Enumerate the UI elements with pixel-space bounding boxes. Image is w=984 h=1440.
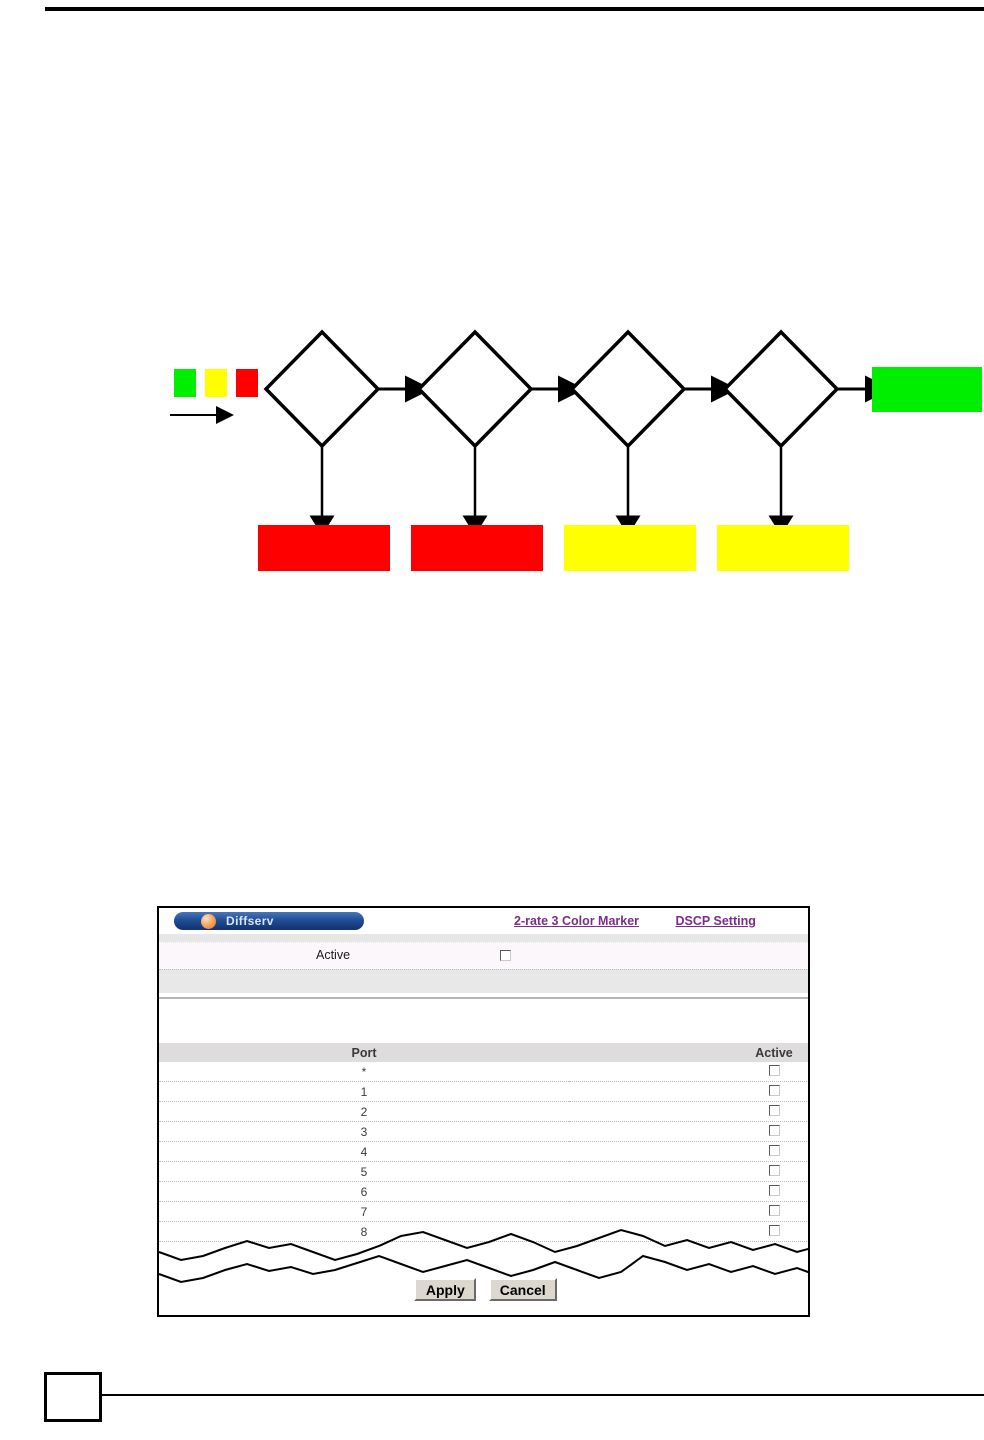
flow-diagram-figure	[0, 300, 984, 600]
row-active-checkbox[interactable]	[768, 1184, 780, 1196]
table-row: 6	[159, 1181, 808, 1202]
section-gap	[159, 999, 808, 1043]
page-number-box	[44, 1372, 102, 1422]
sphere-icon	[201, 914, 216, 929]
panel-button-bar: Apply Cancel	[159, 1278, 808, 1311]
port-table: Port Active * 1 2 3 4 5 6 7 8	[159, 1043, 808, 1242]
header-separator	[159, 934, 808, 943]
cell-active	[569, 1141, 808, 1162]
table-row: 4	[159, 1141, 808, 1162]
diffserv-config-panel: Diffserv 2-rate 3 Color Marker DSCP Sett…	[157, 906, 810, 1317]
panel-title: Diffserv	[226, 914, 274, 928]
decision-4	[722, 329, 840, 449]
decision-3	[569, 329, 687, 449]
green-chip	[174, 369, 196, 397]
row-active-checkbox[interactable]	[768, 1144, 780, 1156]
row-active-checkbox[interactable]	[768, 1064, 780, 1076]
cell-port: *	[159, 1062, 569, 1082]
cell-port: 3	[159, 1121, 569, 1142]
row-active-checkbox[interactable]	[768, 1204, 780, 1216]
red-chip	[236, 369, 258, 397]
table-row: *	[159, 1062, 808, 1082]
cell-active	[569, 1101, 808, 1122]
table-header-row: Port Active	[159, 1043, 808, 1062]
cell-active	[569, 1161, 808, 1182]
row-divider	[159, 969, 808, 977]
link-dscp-setting[interactable]: DSCP Setting	[675, 914, 756, 928]
row-active-checkbox[interactable]	[768, 1104, 780, 1116]
table-row: 5	[159, 1161, 808, 1182]
decision-1	[263, 329, 381, 449]
cell-active	[569, 1121, 808, 1142]
diffserv-logo-pill: Diffserv	[174, 912, 364, 930]
panel-header-links: 2-rate 3 Color Marker DSCP Setting	[514, 912, 788, 930]
table-row: 3	[159, 1121, 808, 1142]
section-rule	[159, 993, 808, 999]
decision-2	[416, 329, 534, 449]
active-setting-row: Active	[159, 943, 808, 969]
table-row: 2	[159, 1101, 808, 1122]
cell-port: 6	[159, 1181, 569, 1202]
column-header-active: Active	[569, 1043, 808, 1062]
row-active-checkbox[interactable]	[768, 1164, 780, 1176]
outcome-box-3	[564, 525, 696, 571]
row-active-checkbox[interactable]	[768, 1124, 780, 1136]
cell-port: 8	[159, 1221, 569, 1242]
cell-port: 1	[159, 1081, 569, 1102]
outcome-box-1	[258, 525, 390, 571]
panel-header: Diffserv 2-rate 3 Color Marker DSCP Sett…	[159, 908, 808, 934]
final-green-box	[872, 367, 982, 412]
row-active-checkbox[interactable]	[768, 1224, 780, 1236]
cell-port: 5	[159, 1161, 569, 1182]
cell-active	[569, 1062, 808, 1082]
active-checkbox[interactable]	[500, 950, 511, 961]
table-row: 8	[159, 1221, 808, 1242]
row-active-checkbox[interactable]	[768, 1084, 780, 1096]
outcome-box-2	[411, 525, 543, 571]
page-footer-rule	[100, 1394, 984, 1396]
cell-active	[569, 1201, 808, 1222]
cell-active	[569, 1181, 808, 1202]
cell-port: 4	[159, 1141, 569, 1162]
yellow-chip	[205, 369, 227, 397]
column-header-port: Port	[159, 1043, 569, 1062]
outcome-box-4	[717, 525, 849, 571]
active-label: Active	[316, 948, 351, 962]
link-2-rate-3-color-marker[interactable]: 2-rate 3 Color Marker	[514, 914, 640, 928]
page-top-rule	[45, 7, 984, 11]
cell-port: 7	[159, 1201, 569, 1222]
apply-button[interactable]: Apply	[414, 1278, 477, 1301]
cell-active	[569, 1081, 808, 1102]
cell-port: 2	[159, 1101, 569, 1122]
settings-filler	[159, 977, 808, 993]
cell-active	[569, 1221, 808, 1242]
cancel-button[interactable]: Cancel	[488, 1278, 557, 1301]
table-row: 7	[159, 1201, 808, 1222]
table-row: 1	[159, 1081, 808, 1102]
